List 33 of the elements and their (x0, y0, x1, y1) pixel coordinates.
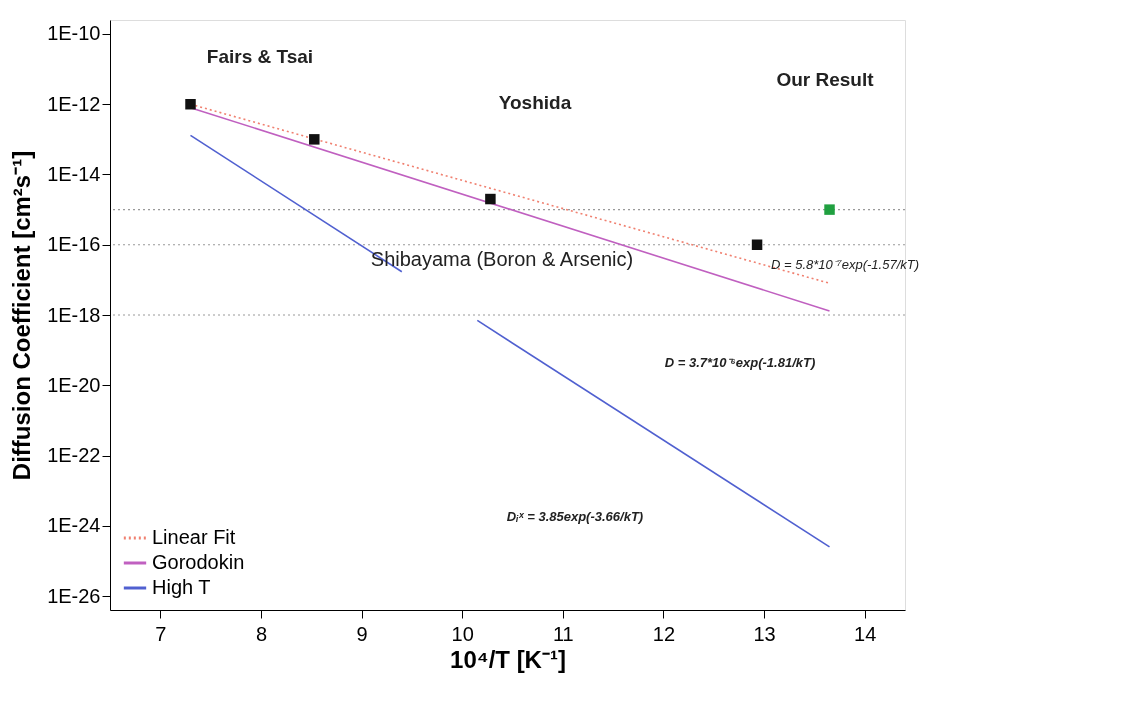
y-tick-label: 1E-22 (47, 444, 101, 467)
point (824, 204, 835, 215)
legend-label: High T (152, 576, 211, 598)
annotation: Yoshida (498, 92, 572, 113)
y-tick-label: 1E-24 (47, 514, 101, 537)
x-axis-title: 10⁴/T [K⁻¹] (450, 645, 566, 673)
y-tick-label: 1E-12 (47, 92, 101, 115)
x-tick-label: 13 (753, 622, 776, 645)
x-tick-label: 12 (652, 622, 676, 645)
x-tick-label: 9 (356, 622, 368, 645)
y-tick-label: 1E-14 (47, 162, 101, 185)
annotation: Dᵢˣ = 3.85exp(-3.66/kT) (506, 509, 644, 524)
x-tick-label: 11 (552, 622, 574, 645)
point (309, 134, 320, 145)
x-tick-label: 7 (155, 622, 167, 645)
point (485, 193, 496, 205)
legend-label: Gorodokin (152, 551, 245, 573)
annotation: Our Result (776, 69, 875, 90)
y-tick-label: 1E-26 (47, 584, 101, 607)
x-tick-label: 10 (451, 622, 474, 645)
annotation: D = 5.8*10⁻⁷exp(-1.57/kT) (770, 257, 920, 272)
legend-label: Linear Fit (152, 526, 236, 548)
y-tick-label: 1E-16 (47, 233, 101, 256)
y-tick-label: 1E-18 (47, 303, 101, 326)
annotation: D = 3.7*10⁻⁶exp(-1.81/kT) (664, 355, 816, 370)
point (185, 98, 196, 110)
y-tick-label: 1E-10 (47, 22, 101, 45)
x-tick-label: 8 (255, 622, 268, 645)
point (751, 239, 763, 250)
x-tick-label: 14 (854, 622, 877, 645)
y-tick-label: 1E-20 (47, 373, 101, 396)
annotation: Fairs & Tsai (206, 46, 314, 67)
y-axis-title: Diffusion Coefficient [cm²s⁻¹] (8, 150, 36, 481)
